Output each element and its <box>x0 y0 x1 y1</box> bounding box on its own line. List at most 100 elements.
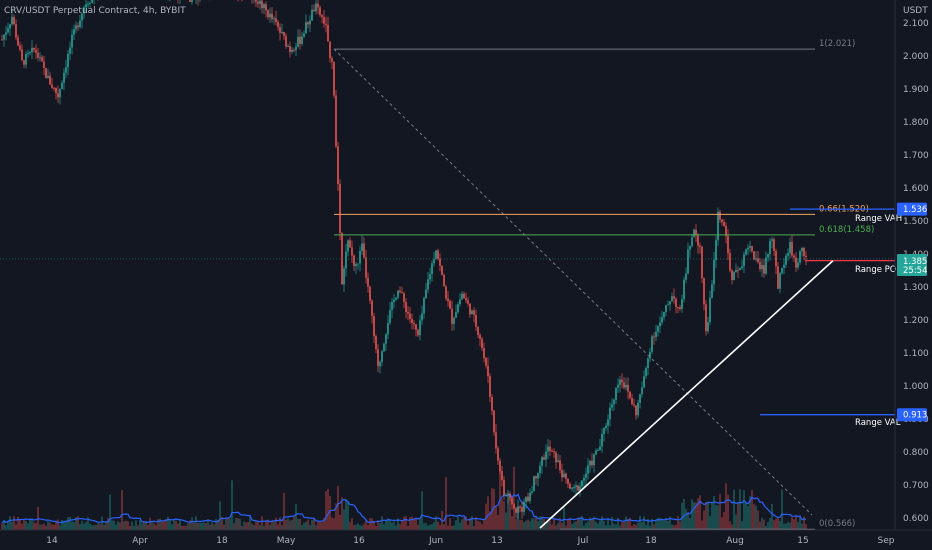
candle-body <box>763 265 765 274</box>
candle-body <box>191 0 193 2</box>
volume-bar <box>251 523 253 530</box>
candle-body <box>75 25 77 30</box>
candle-body <box>457 304 459 313</box>
candle-body <box>391 301 393 311</box>
volume-bar <box>35 523 37 530</box>
candle-body <box>313 9 315 12</box>
volume-bar <box>691 499 693 530</box>
ascending-trendline[interactable] <box>539 260 834 529</box>
volume-bar <box>777 516 779 530</box>
volume-bar <box>347 501 349 530</box>
candle-body <box>309 20 311 25</box>
volume-bar <box>491 488 493 530</box>
volume-bar <box>415 518 417 530</box>
candle-body <box>527 496 529 502</box>
range-price-tag <box>897 202 927 216</box>
volume-bar <box>293 516 295 530</box>
volume-bar <box>697 498 699 530</box>
volume-bar <box>79 523 81 530</box>
price-tick-label: 2.100 <box>903 19 929 29</box>
volume-bar <box>501 499 503 530</box>
volume-bar <box>437 521 439 530</box>
volume-bar <box>663 520 665 530</box>
volume-bar <box>561 522 563 530</box>
volume-bar <box>255 521 257 530</box>
candle-body <box>345 251 347 269</box>
candle-body <box>775 250 777 267</box>
candle-body <box>517 506 519 513</box>
candle-body <box>609 407 611 420</box>
candle-body <box>397 290 399 298</box>
volume-bar <box>283 492 285 530</box>
candle-body <box>297 36 299 47</box>
candle-body <box>5 32 7 35</box>
volume-bar <box>277 524 279 530</box>
price-tick-label: 0.600 <box>903 514 929 524</box>
candle-body <box>597 450 599 452</box>
candle-body <box>459 299 461 305</box>
time-axis[interactable]: 14 Apr 18 May 16 Jun 13 Jul 18 Aug 15 Sep <box>46 536 894 546</box>
candle-body <box>631 397 633 405</box>
volume-bar <box>117 521 119 530</box>
candle-body <box>523 501 525 512</box>
candle-body <box>789 242 791 254</box>
volume-bar <box>485 503 487 530</box>
candle-body <box>433 259 435 264</box>
volume-bar <box>185 525 187 530</box>
volume-bar <box>151 522 153 530</box>
volume-bar <box>183 525 185 530</box>
candle-body <box>623 382 625 388</box>
volume-bar <box>759 521 761 530</box>
volume-bar <box>131 521 133 530</box>
volume-bar <box>53 524 55 530</box>
candle-body <box>727 236 729 254</box>
volume-bar <box>333 518 335 530</box>
volume-bar <box>639 516 641 530</box>
volume-bar <box>323 517 325 530</box>
price-tick-label: 1.000 <box>903 382 929 392</box>
time-tick-label: 13 <box>491 536 502 546</box>
currency-label: USDT <box>903 6 928 16</box>
volume-bar <box>271 520 273 530</box>
candle-body <box>383 343 385 352</box>
candle-body <box>273 18 275 20</box>
candle-body <box>729 253 731 271</box>
candle-body <box>477 326 479 336</box>
candle-body <box>739 268 741 270</box>
volume-bar <box>319 521 321 530</box>
candle-body <box>797 262 799 268</box>
volume-bar <box>13 516 15 530</box>
volume-bar <box>143 521 145 530</box>
volume-bar <box>207 519 209 530</box>
volume-bar <box>677 516 679 530</box>
volume-bar <box>281 524 283 530</box>
volume-bar <box>219 501 221 530</box>
candle-body <box>711 284 713 298</box>
volume-bar <box>781 489 783 530</box>
volume-bar <box>467 524 469 530</box>
candle-body <box>647 358 649 368</box>
volume-bar <box>137 525 139 530</box>
volume-bar <box>481 524 483 530</box>
volume-bar <box>265 520 267 530</box>
candle-body <box>563 473 565 478</box>
volume-bar <box>609 525 611 530</box>
volume-bar <box>575 521 577 530</box>
candle-body <box>509 493 511 498</box>
volume-bar <box>189 520 191 530</box>
candle-body <box>573 487 575 489</box>
volume-bar <box>391 522 393 530</box>
volume-bar <box>537 521 539 530</box>
candle-body <box>57 93 59 98</box>
volume-bar <box>39 524 41 530</box>
candle-body <box>479 335 481 339</box>
volume-bar <box>675 524 677 530</box>
volume-bar <box>29 518 31 530</box>
volume-bar <box>461 519 463 530</box>
range-level-label: Range VAH <box>855 214 902 224</box>
volume-bar <box>579 517 581 530</box>
volume-bar <box>487 496 489 530</box>
candle-body <box>25 54 27 65</box>
candle-body <box>381 351 383 362</box>
